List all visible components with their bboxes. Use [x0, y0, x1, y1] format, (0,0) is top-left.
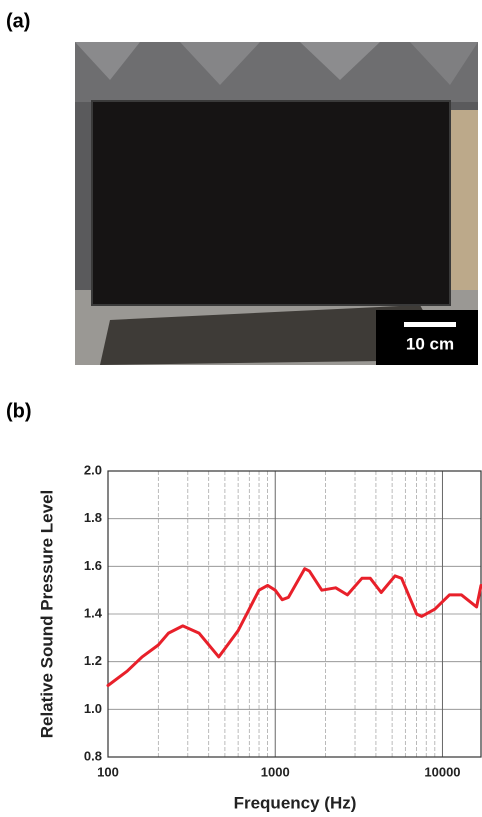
y-tick-label: 1.0: [84, 701, 102, 716]
y-axis-label: Relative Sound Pressure Level: [37, 490, 56, 739]
x-axis-label: Frequency (Hz): [234, 793, 357, 812]
panel-label: (a): [6, 10, 30, 32]
scale-bar-label: 10 cm: [406, 334, 454, 353]
photo: [75, 42, 478, 365]
x-tick-label: 100: [97, 764, 119, 779]
y-tick-label: 1.6: [84, 558, 102, 573]
plot-frame: [107, 470, 482, 758]
x-tick-label: 10000: [424, 764, 460, 779]
y-tick-label: 0.8: [84, 748, 102, 763]
panel-label: (b): [6, 400, 32, 422]
data-line: [106, 567, 482, 687]
x-tick-label: 1000: [261, 764, 290, 779]
y-tick-label: 2.0: [84, 462, 102, 477]
y-tick-label: 1.8: [84, 510, 102, 525]
y-tick-label: 1.2: [84, 653, 102, 668]
y-tick-label: 1.4: [84, 605, 103, 620]
